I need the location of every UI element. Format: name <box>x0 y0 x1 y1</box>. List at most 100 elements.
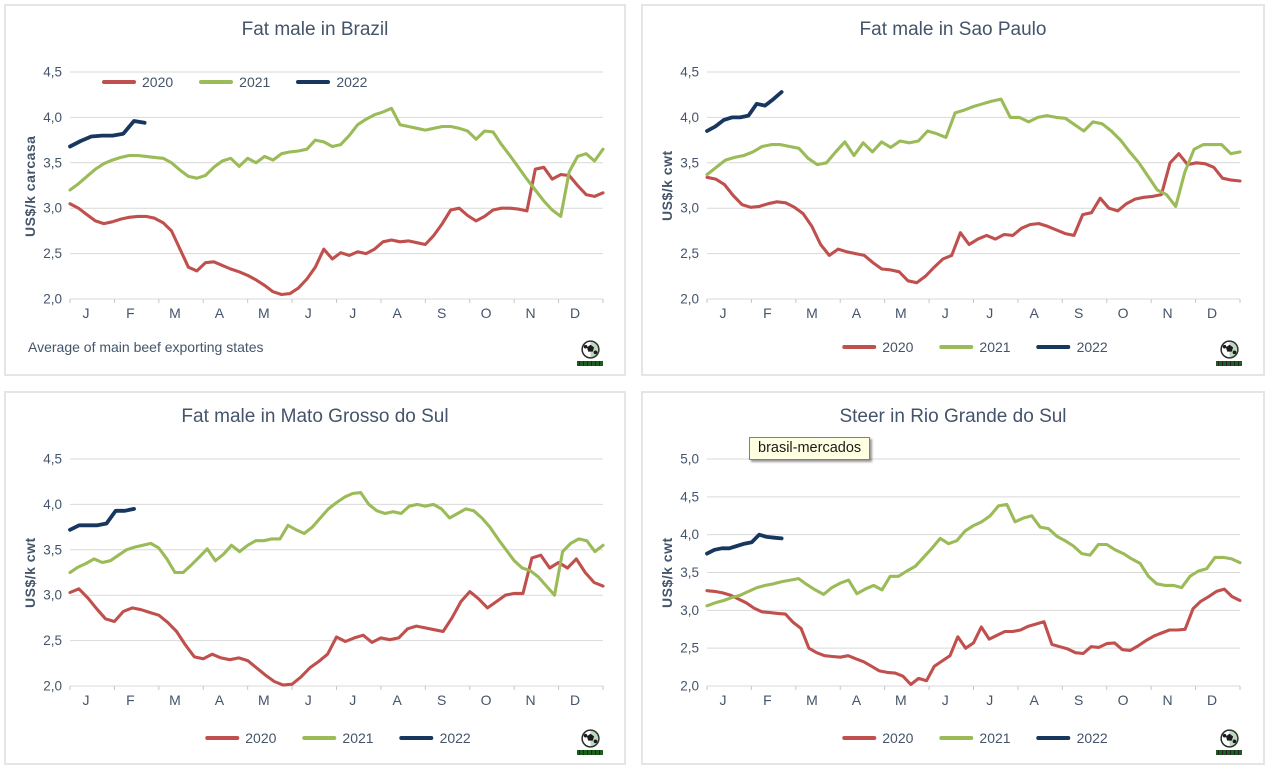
chart-title: Fat male in Mato Grosso do Sul <box>181 406 449 427</box>
legend-swatch-2022 <box>296 80 331 84</box>
month-label: J <box>942 692 949 708</box>
y-tick-label: 4,0 <box>680 527 699 542</box>
month-label: J <box>83 305 90 321</box>
month-label: F <box>763 692 772 708</box>
month-label: J <box>349 692 356 708</box>
chart-panel-brazil: Fat male in Brazil US$/k carcasa 4,5 4,0 3… <box>4 4 626 376</box>
series-line-2020 <box>68 165 605 297</box>
month-label: F <box>763 305 772 321</box>
y-tick-label: 2,5 <box>43 246 62 261</box>
legend-item-2022: 2022 <box>1036 339 1108 355</box>
month-label: A <box>1030 692 1040 708</box>
month-label: O <box>481 692 492 708</box>
y-tick-label: 4,5 <box>43 65 62 80</box>
legend-label: 2022 <box>1076 730 1108 746</box>
month-label: M <box>169 305 181 321</box>
series-line-2021 <box>68 491 605 597</box>
globe-icon <box>1219 340 1239 359</box>
month-label: J <box>720 692 727 708</box>
month-label: S <box>437 692 446 708</box>
worldnews-logo <box>1213 729 1245 755</box>
month-label: D <box>1207 692 1217 708</box>
legend-item-2022: 2022 <box>1036 730 1108 746</box>
month-label: D <box>570 305 580 321</box>
month-label: A <box>393 692 403 708</box>
legend-label: 2020 <box>245 730 277 746</box>
series-line-2021 <box>705 97 1242 208</box>
month-label: N <box>525 305 535 321</box>
legend-item-2022: 2022 <box>296 74 367 90</box>
y-tick-label: 2,5 <box>43 633 62 648</box>
month-label: M <box>169 692 181 708</box>
month-label: F <box>126 692 135 708</box>
legend-swatch-2021 <box>939 736 974 740</box>
month-label: A <box>852 692 862 708</box>
month-label: A <box>393 305 403 321</box>
series-line-2021 <box>68 106 605 218</box>
y-tick-label: 3,5 <box>43 542 62 557</box>
y-tick-label: 3,0 <box>43 201 62 216</box>
y-tick-label: 2,0 <box>43 679 62 694</box>
chart-plot-area: 4,5 4,0 3,5 3,0 2,5 2,0 J F M A M J J A S O N D <box>43 452 605 708</box>
month-label: D <box>570 692 580 708</box>
month-label: J <box>305 305 312 321</box>
legend-item-2021: 2021 <box>302 730 374 746</box>
month-label: O <box>1118 692 1129 708</box>
y-tick-label: 4,0 <box>43 497 62 512</box>
legend-item-2021: 2021 <box>939 339 1011 355</box>
legend-label: 2020 <box>142 74 174 90</box>
legend-label: 2022 <box>336 74 368 90</box>
legend-item-2021: 2021 <box>939 730 1011 746</box>
globe-icon <box>580 729 600 748</box>
y-tick-label: 4,5 <box>680 65 699 80</box>
legend-label: 2021 <box>239 74 271 90</box>
month-label: J <box>720 305 727 321</box>
y-tick-label: 3,0 <box>680 603 699 618</box>
month-label: J <box>986 305 993 321</box>
chart-title: Fat male in Brazil <box>241 19 389 40</box>
y-tick-label: 4,5 <box>680 489 699 504</box>
y-tick-label: 2,0 <box>43 292 62 307</box>
month-label: M <box>895 305 907 321</box>
legend-label: 2021 <box>979 339 1011 355</box>
series-line-2022 <box>705 90 784 133</box>
legend: 2020 2021 2022 <box>205 730 471 746</box>
month-label: O <box>1118 305 1129 321</box>
y-tick-label: 2,0 <box>680 679 699 694</box>
legend-label: 2021 <box>342 730 374 746</box>
legend-item-2021: 2021 <box>199 74 270 90</box>
series-line-2022 <box>68 119 147 149</box>
legend-label: 2022 <box>1076 339 1108 355</box>
y-tick-label: 4,5 <box>43 452 62 467</box>
chart-panel-rio-grande: Steer in Rio Grande do Sul US$/k cwt 5,0… <box>641 391 1265 765</box>
chart-plot-area: 4,5 4,0 3,5 3,0 2,5 2,0 J F M A M J J A S O N D <box>43 65 605 321</box>
month-label: A <box>215 692 225 708</box>
y-tick-label: 5,0 <box>680 452 699 467</box>
logo-caption <box>1216 750 1242 755</box>
month-label: M <box>806 692 818 708</box>
logo-caption <box>1216 361 1242 366</box>
y-tick-label: 3,5 <box>43 155 62 170</box>
chart-title: Steer in Rio Grande do Sul <box>839 406 1067 427</box>
y-tick-label: 2,0 <box>680 292 699 307</box>
chart-plot-area: 5,0 4,5 4,0 3,5 3,0 2,5 2,0 J F M A M J J A S O N D <box>680 452 1242 708</box>
chart-title: Fat male in Sao Paulo <box>859 19 1047 40</box>
month-label: M <box>806 305 818 321</box>
logo-caption <box>577 750 603 755</box>
legend-item-2020: 2020 <box>205 730 276 746</box>
series-line-2020 <box>705 587 1242 687</box>
chart-panel-sao-paulo: Fat male in Sao Paulo US$/k cwt 4,5 4,0 3,… <box>641 4 1265 376</box>
legend-label: 2022 <box>439 730 471 746</box>
y-tick-label: 2,5 <box>680 246 699 261</box>
month-label: J <box>986 692 993 708</box>
chart-plot-area: 4,5 4,0 3,5 3,0 2,5 2,0 J F M A M J J A S O N D <box>680 65 1242 321</box>
month-label: A <box>1030 305 1040 321</box>
y-tick-label: 3,5 <box>680 155 699 170</box>
legend-swatch-2022 <box>1036 736 1071 740</box>
month-label: A <box>215 305 225 321</box>
y-tick-label: 3,5 <box>680 565 699 580</box>
legend-item-2020: 2020 <box>842 339 913 355</box>
month-label: N <box>1162 692 1172 708</box>
legend: 2020 2021 2022 <box>102 74 367 90</box>
